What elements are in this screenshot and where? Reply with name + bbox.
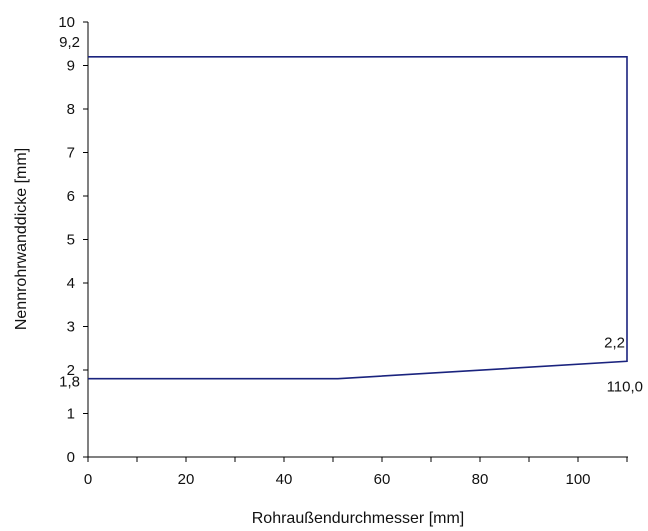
y-tick-label: 4	[67, 275, 75, 292]
y-axis-title: Nennrohrwanddicke [mm]	[13, 148, 30, 330]
x-axis-title: Rohraußendurchmesser [mm]	[252, 510, 465, 527]
x-ticks: 0 20 40 60 80 100	[84, 457, 628, 488]
annotation-label: 9,2	[59, 34, 80, 51]
x-tick-label: 0	[84, 471, 92, 488]
y-tick-label: 9	[67, 58, 75, 75]
series-line	[88, 55, 628, 380]
y-tick-label: 10	[58, 14, 75, 31]
x-tick-label: 20	[178, 471, 195, 488]
y-tick-label: 1	[67, 406, 75, 423]
y-tick-label: 3	[67, 319, 75, 336]
x-tick-label: 40	[276, 471, 293, 488]
series-layer	[88, 55, 628, 380]
annotation-label: 110,0	[607, 378, 643, 395]
axes	[87, 22, 628, 458]
y-tick-label: 5	[67, 232, 75, 249]
y-tick-label: 8	[67, 101, 75, 118]
annotations: 9,2 1,8 2,2 110,0	[59, 34, 643, 395]
y-tick-label: 2	[67, 362, 75, 379]
x-tick-label: 80	[472, 471, 489, 488]
y-ticks: 0 1 2 3 4 5 6 7 8 9 10	[58, 14, 88, 466]
annotation-label: 1,8	[59, 374, 80, 391]
x-tick-label: 60	[374, 471, 391, 488]
y-tick-label: 6	[67, 188, 75, 205]
x-tick-label: 100	[565, 471, 590, 488]
y-tick-label: 7	[67, 145, 75, 162]
annotation-label: 2,2	[604, 334, 625, 351]
y-tick-label: 0	[67, 449, 75, 466]
